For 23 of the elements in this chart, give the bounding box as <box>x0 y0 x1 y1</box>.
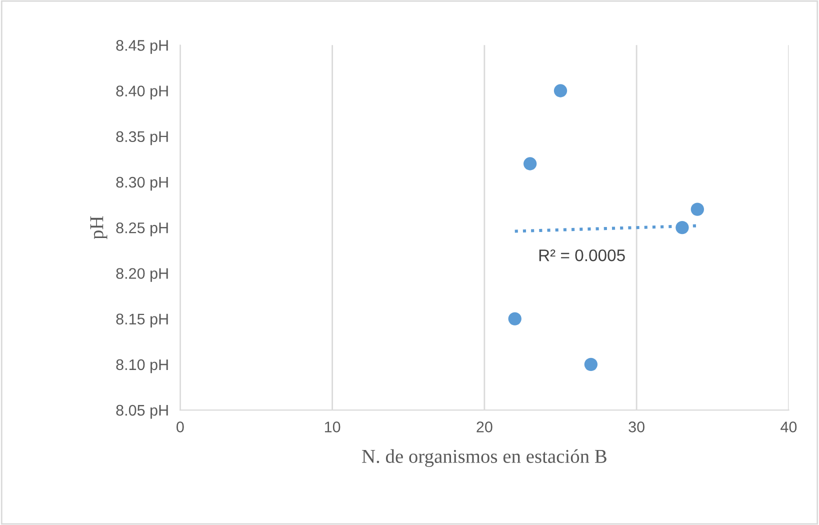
y-tick-label: 8.30 pH <box>116 176 168 191</box>
x-axis-title: N. de organismos en estación B <box>362 449 606 467</box>
point <box>508 312 522 326</box>
point <box>554 84 568 98</box>
x-tick-label: 30 <box>628 422 644 432</box>
annotation: R² = 0.0005 <box>539 249 625 262</box>
point <box>523 157 537 170</box>
y-tick-label: 8.35 pH <box>116 131 168 146</box>
y-tick-label: 8.45 pH <box>116 40 168 54</box>
y-tick-label: 8.05 pH <box>116 404 168 419</box>
point <box>690 202 704 216</box>
y-tick-label: 8.15 pH <box>116 314 168 328</box>
y-tick-label: 8.20 pH <box>116 268 168 282</box>
x-tick-label: 0 <box>176 422 184 432</box>
point <box>676 221 689 234</box>
x-tick-label: 40 <box>780 422 797 432</box>
point <box>584 358 598 372</box>
x-tick-label: 20 <box>476 422 492 432</box>
y-axis-title: pH <box>90 216 108 240</box>
x-tick-label: 10 <box>324 422 340 432</box>
y-tick-label: 8.40 pH <box>116 86 168 100</box>
y-tick-label: 8.10 pH <box>116 359 168 374</box>
y-tick-label: 8.25 pH <box>116 222 168 236</box>
